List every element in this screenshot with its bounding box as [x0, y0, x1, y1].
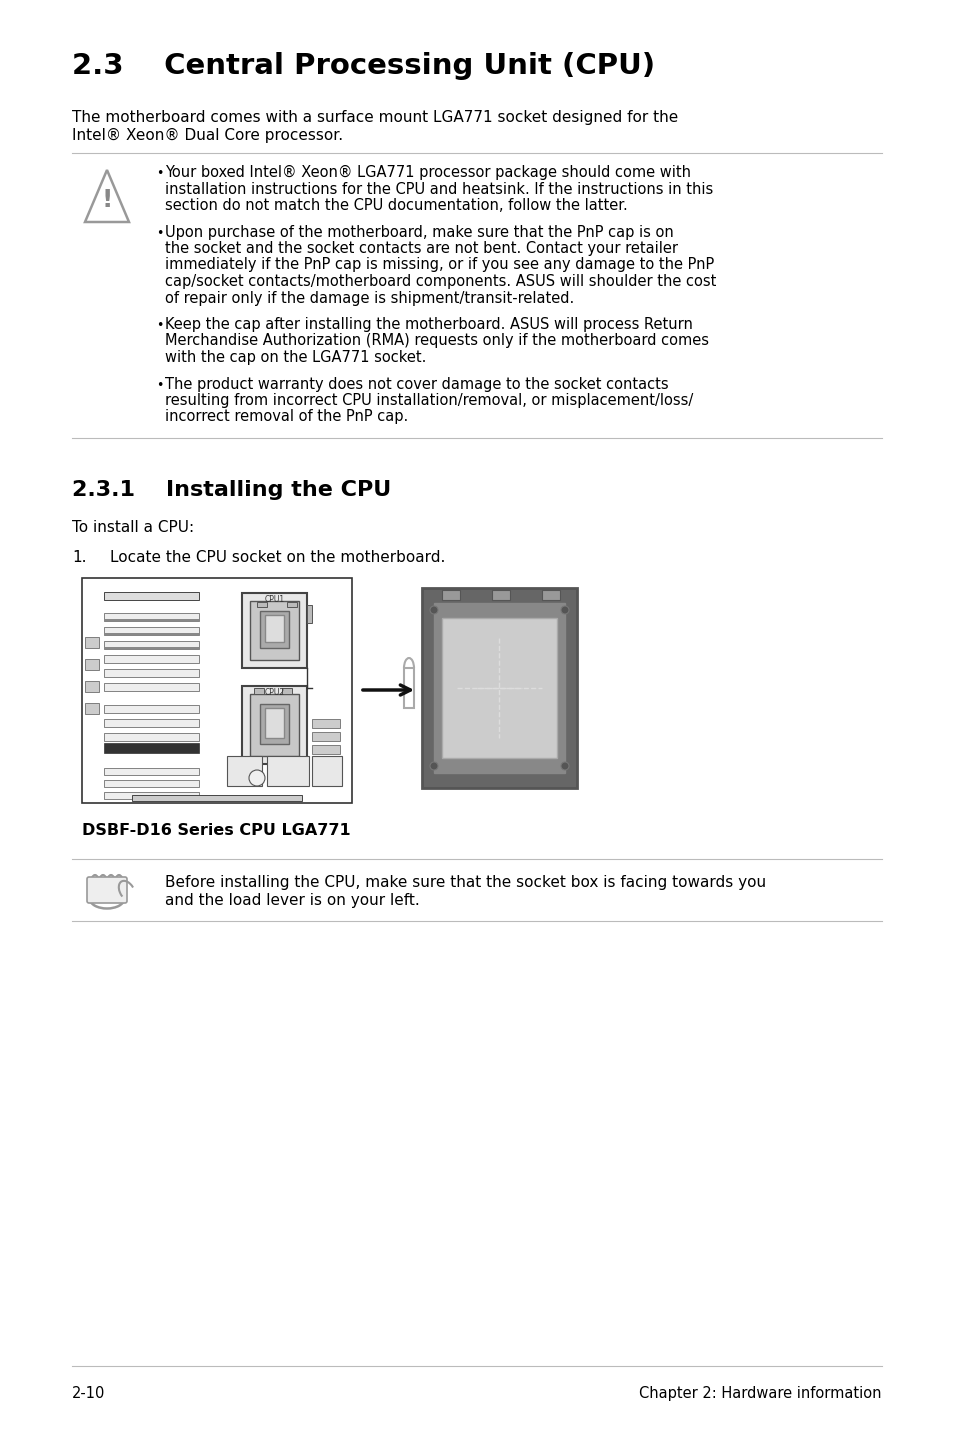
Bar	[312, 732, 339, 741]
Text: •: •	[156, 378, 163, 391]
Text: the socket and the socket contacts are not bent. Contact your retailer: the socket and the socket contacts are n…	[165, 242, 678, 256]
Text: 1.: 1.	[71, 549, 87, 565]
Bar	[441, 618, 557, 758]
Bar	[104, 705, 199, 713]
Bar	[104, 613, 199, 621]
Bar	[253, 687, 264, 695]
Text: •: •	[156, 319, 163, 332]
Text: •: •	[156, 227, 163, 240]
Bar	[267, 756, 309, 787]
Bar	[85, 703, 99, 715]
Bar	[250, 601, 298, 660]
Bar	[104, 683, 199, 692]
Bar	[312, 756, 341, 787]
Bar	[312, 758, 339, 766]
Bar	[282, 687, 292, 695]
Text: The motherboard comes with a surface mount LGA771 socket designed for the: The motherboard comes with a surface mou…	[71, 109, 678, 125]
Bar	[132, 795, 302, 801]
Text: with the cap on the LGA771 socket.: with the cap on the LGA771 socket.	[165, 349, 426, 365]
Text: Intel® Xeon® Dual Core processor.: Intel® Xeon® Dual Core processor.	[71, 128, 343, 142]
Circle shape	[560, 762, 568, 769]
Text: cap/socket contacts/motherboard components. ASUS will shoulder the cost: cap/socket contacts/motherboard componen…	[165, 275, 716, 289]
Bar	[104, 779, 199, 787]
Text: of repair only if the damage is shipment/transit-related.: of repair only if the damage is shipment…	[165, 290, 574, 305]
Circle shape	[249, 769, 265, 787]
Text: Upon purchase of the motherboard, make sure that the PnP cap is on: Upon purchase of the motherboard, make s…	[165, 224, 673, 240]
Text: Your boxed Intel® Xeon® LGA771 processor package should come with: Your boxed Intel® Xeon® LGA771 processor…	[165, 165, 690, 180]
Text: !: !	[101, 188, 112, 213]
Bar	[441, 590, 459, 600]
Bar	[85, 682, 99, 692]
Text: DSBF-D16 Series CPU LGA771: DSBF-D16 Series CPU LGA771	[82, 823, 351, 838]
Bar	[312, 719, 339, 728]
Text: and the load lever is on your left.: and the load lever is on your left.	[165, 893, 419, 907]
FancyBboxPatch shape	[242, 592, 307, 669]
Bar	[434, 603, 564, 774]
Bar	[260, 705, 289, 743]
Text: The product warranty does not cover damage to the socket contacts: The product warranty does not cover dama…	[165, 377, 668, 391]
Bar	[265, 707, 284, 738]
Bar	[492, 590, 510, 600]
Bar	[85, 659, 99, 670]
Bar	[287, 603, 296, 607]
Text: Merchandise Authorization (RMA) requests only if the motherboard comes: Merchandise Authorization (RMA) requests…	[165, 334, 708, 348]
Bar	[104, 733, 199, 741]
Text: Chapter 2: Hardware information: Chapter 2: Hardware information	[639, 1386, 882, 1401]
Bar	[104, 768, 199, 775]
Circle shape	[430, 762, 437, 769]
Bar	[104, 719, 199, 728]
Bar	[104, 654, 199, 663]
Bar	[104, 592, 199, 600]
Bar	[541, 590, 559, 600]
Bar	[227, 756, 262, 787]
Text: •: •	[156, 167, 163, 180]
Text: immediately if the PnP cap is missing, or if you see any damage to the PnP: immediately if the PnP cap is missing, o…	[165, 257, 714, 272]
Bar	[104, 792, 199, 800]
Bar	[82, 578, 352, 802]
Text: incorrect removal of the PnP cap.: incorrect removal of the PnP cap.	[165, 410, 408, 424]
Text: Locate the CPU socket on the motherboard.: Locate the CPU socket on the motherboard…	[110, 549, 445, 565]
Bar	[104, 647, 199, 649]
Bar	[104, 669, 199, 677]
Bar	[104, 618, 199, 621]
Text: 2.3    Central Processing Unit (CPU): 2.3 Central Processing Unit (CPU)	[71, 52, 655, 81]
Circle shape	[430, 605, 437, 614]
Bar	[256, 603, 267, 607]
FancyBboxPatch shape	[242, 686, 307, 764]
Bar	[250, 695, 298, 756]
Bar	[260, 611, 289, 649]
Text: To install a CPU:: To install a CPU:	[71, 521, 193, 535]
Text: CPU2: CPU2	[264, 687, 284, 697]
Bar	[265, 615, 284, 641]
Bar	[85, 637, 99, 649]
Circle shape	[560, 605, 568, 614]
Bar	[104, 641, 199, 649]
Text: resulting from incorrect CPU installation/removal, or misplacement/loss/: resulting from incorrect CPU installatio…	[165, 393, 693, 408]
Text: installation instructions for the CPU and heatsink. If the instructions in this: installation instructions for the CPU an…	[165, 181, 713, 197]
Bar	[421, 588, 577, 788]
Bar	[104, 627, 199, 636]
Text: Keep the cap after installing the motherboard. ASUS will process Return: Keep the cap after installing the mother…	[165, 316, 692, 332]
Text: 2.3.1    Installing the CPU: 2.3.1 Installing the CPU	[71, 480, 391, 500]
Text: section do not match the CPU documentation, follow the latter.: section do not match the CPU documentati…	[165, 198, 627, 213]
Text: CPU1: CPU1	[264, 595, 284, 604]
Bar	[104, 743, 199, 754]
FancyBboxPatch shape	[87, 877, 127, 903]
Text: Before installing the CPU, make sure that the socket box is facing towards you: Before installing the CPU, make sure tha…	[165, 874, 765, 890]
Bar	[104, 633, 199, 636]
Bar	[307, 605, 312, 623]
Text: 2-10: 2-10	[71, 1386, 105, 1401]
Bar	[312, 745, 339, 754]
